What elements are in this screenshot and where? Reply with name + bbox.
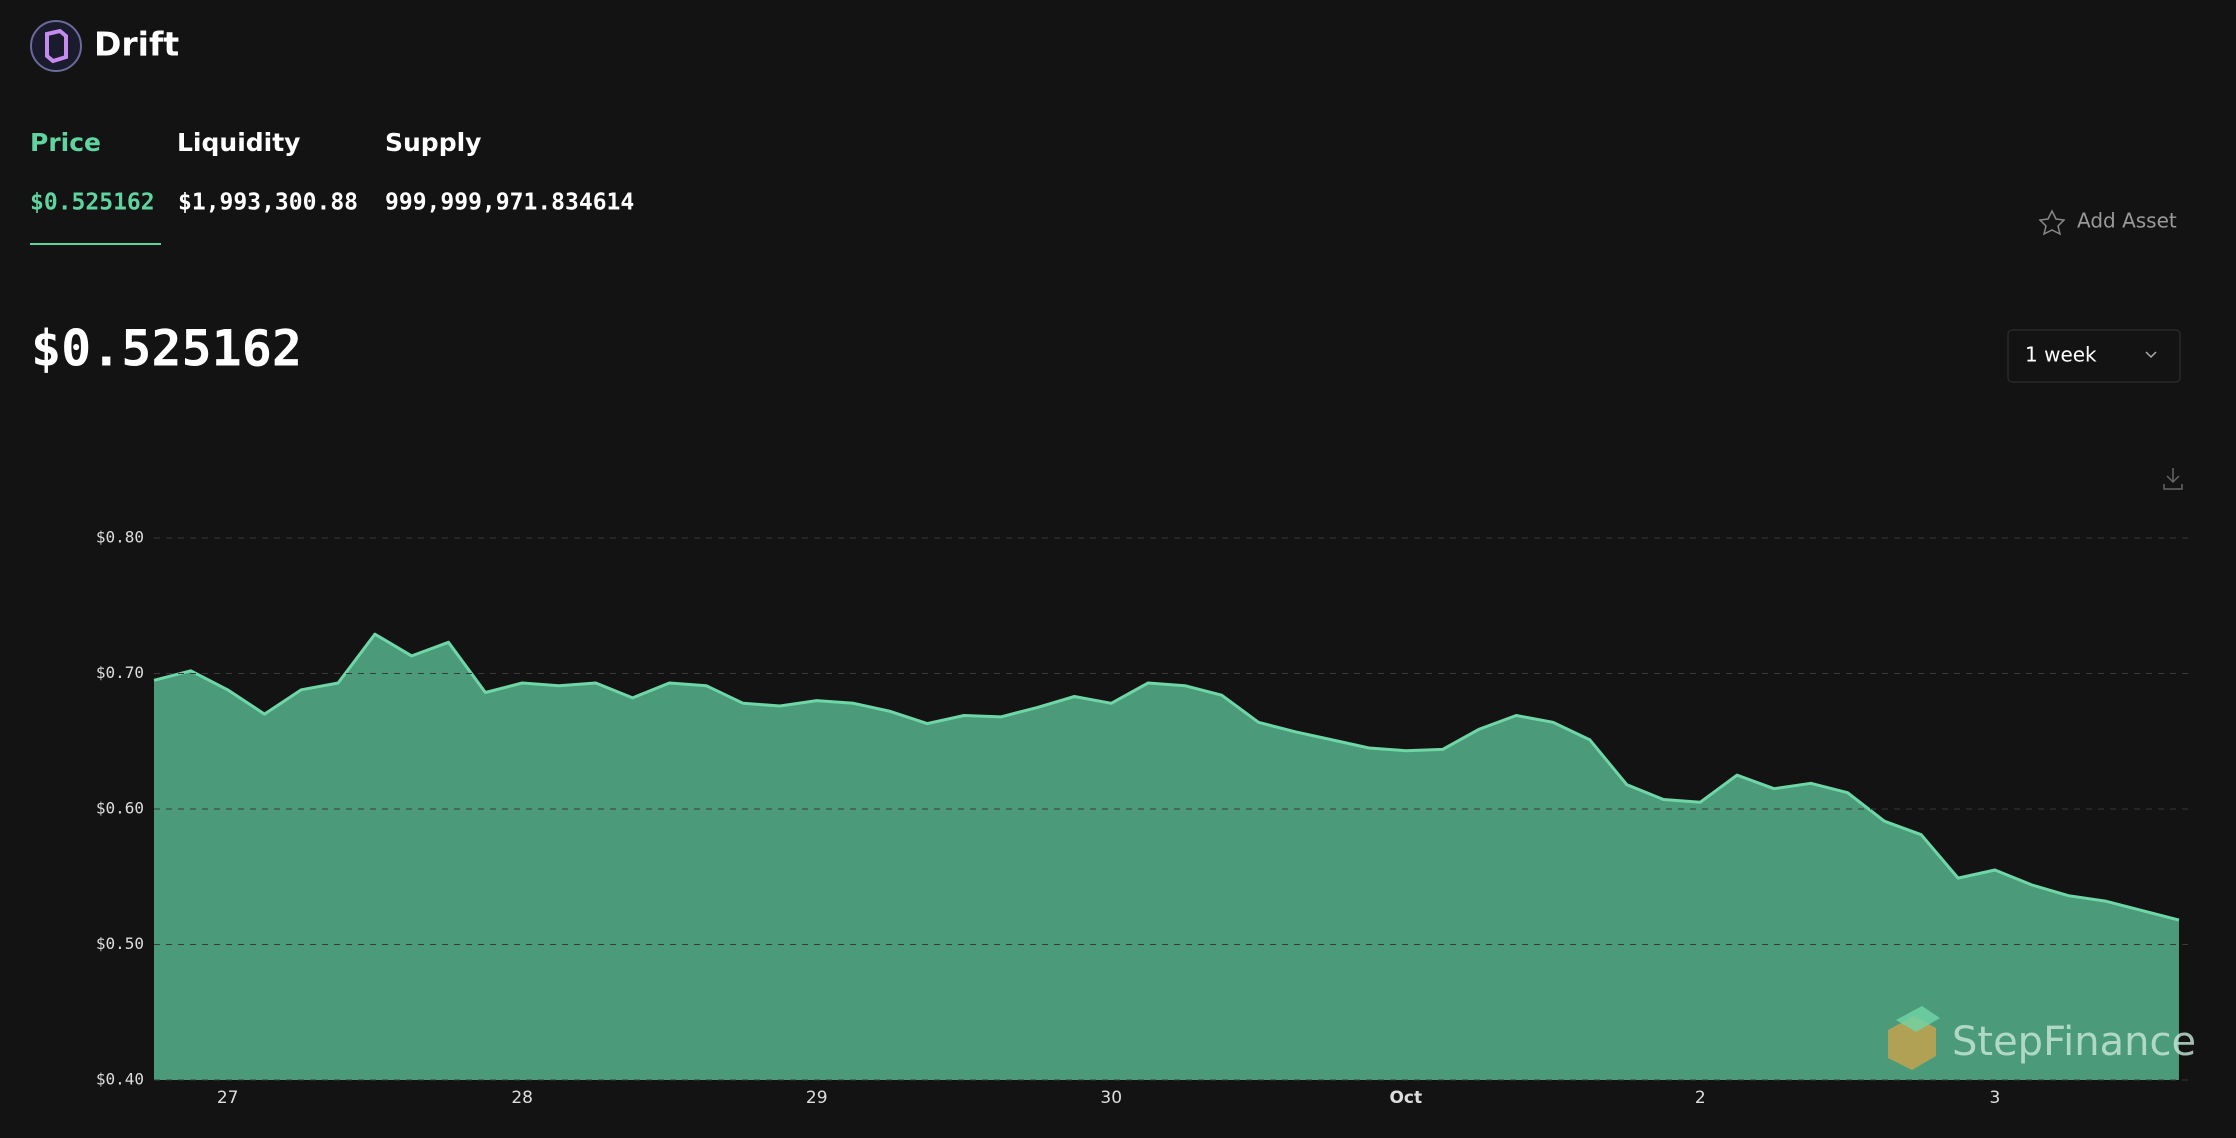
tab-value[interactable]: 999,999,971.834614: [385, 190, 634, 216]
x-tick-label: 3: [1989, 1088, 2000, 1108]
add-asset[interactable]: Add Asset: [2077, 209, 2177, 233]
chart: $0.40 $0.50 $0.60 $0.70 $0.80 27 28 29 30 Oct 2 3: [96, 528, 2190, 1108]
x-tick-label: 2: [1695, 1088, 1706, 1108]
y-tick-label: $0.70: [96, 663, 144, 682]
y-tick-label: $0.80: [96, 528, 144, 547]
y-tick-label: $0.40: [96, 1070, 144, 1089]
x-tick-label: 30: [1100, 1088, 1122, 1108]
y-tick-label: $0.50: [96, 934, 144, 953]
x-tick-label: Oct: [1389, 1088, 1422, 1108]
watermark-text: StepFinance: [1952, 1019, 2196, 1065]
tab-value[interactable]: $1,993,300.88: [178, 190, 358, 216]
area: [154, 634, 2179, 1080]
timeframe-dropdown[interactable]: 1 week: [2007, 329, 2181, 383]
y-tick-label: $0.60: [96, 799, 144, 818]
x-tick-label: 27: [217, 1088, 239, 1108]
logo: [30, 20, 82, 72]
add-asset-button[interactable]: Add Asset: [2038, 209, 2177, 236]
tab-label[interactable]: Price: [30, 128, 101, 157]
tab-value[interactable]: $0.525162: [30, 190, 155, 216]
download-icon[interactable]: [2163, 468, 2183, 490]
current-price: $0.525162: [31, 320, 302, 378]
tab-label[interactable]: Liquidity: [177, 128, 300, 157]
brand[interactable]: Drift: [94, 25, 179, 64]
tab-label[interactable]: Supply: [385, 128, 481, 157]
x-tick-label: 29: [806, 1088, 828, 1108]
x-tick-label: 28: [511, 1088, 533, 1108]
timeframe[interactable]: 1 week: [2025, 343, 2097, 367]
watermark: StepFinance: [1888, 1006, 2196, 1070]
line: [153, 632, 2180, 922]
